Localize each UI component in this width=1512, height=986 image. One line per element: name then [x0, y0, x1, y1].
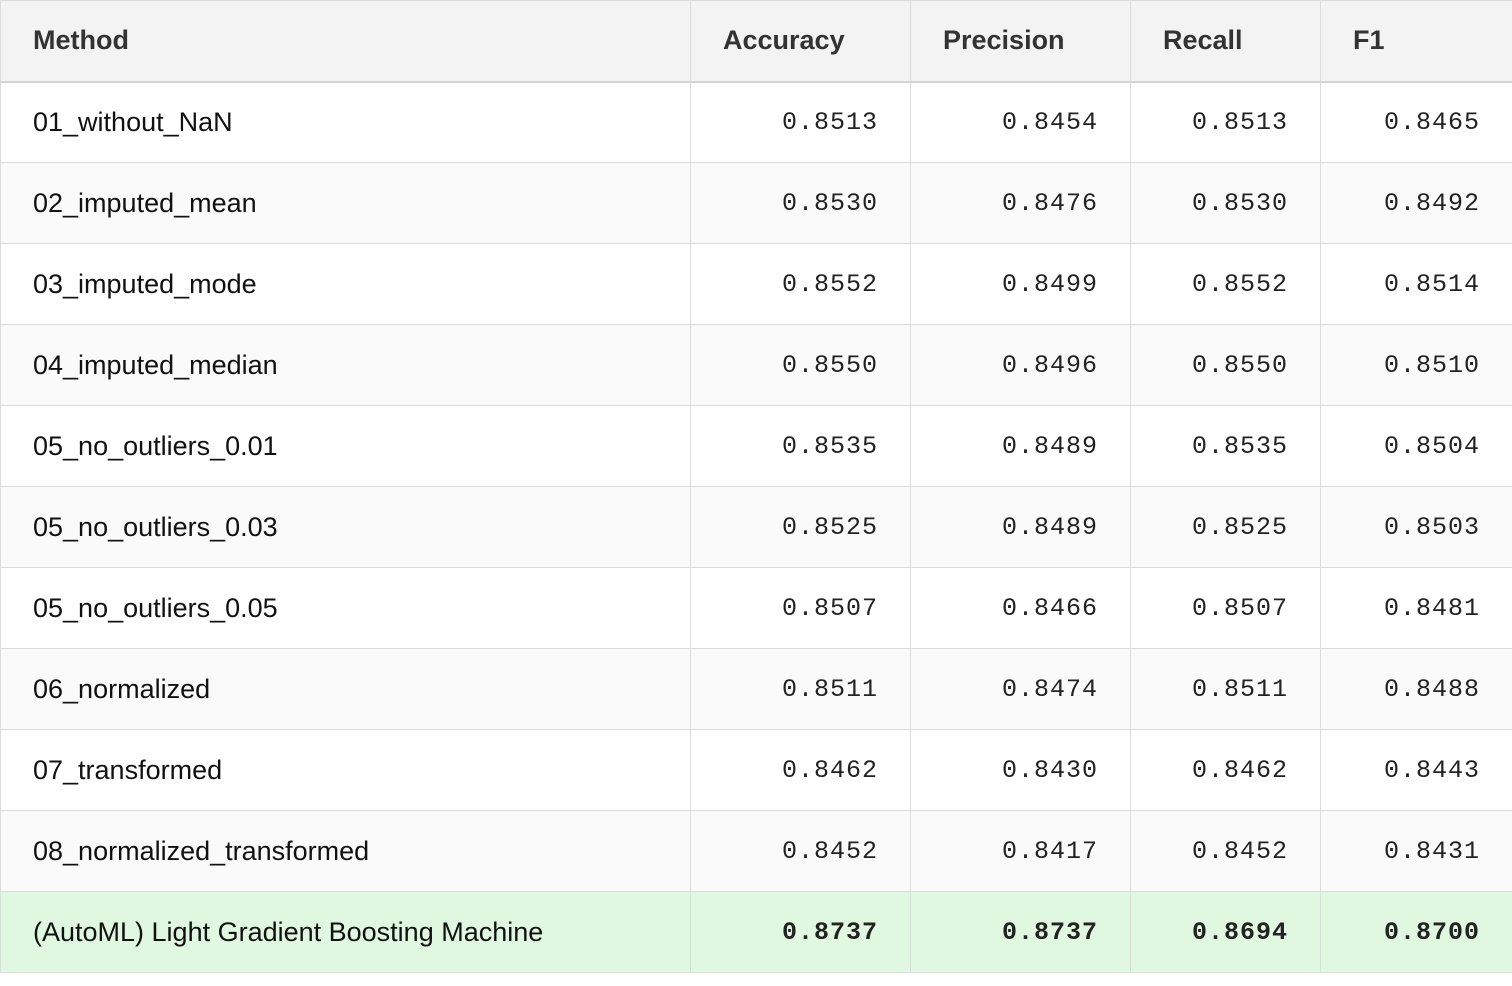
accuracy-cell: 0.8507: [690, 567, 911, 649]
precision-cell: 0.8496: [910, 324, 1131, 406]
accuracy-cell: 0.8525: [690, 486, 911, 568]
recall-cell: 0.8535: [1130, 405, 1321, 487]
method-cell: 05_no_outliers_0.05: [0, 567, 691, 649]
recall-cell: 0.8530: [1130, 162, 1321, 244]
header-f1: F1: [1320, 0, 1512, 83]
method-cell: 05_no_outliers_0.03: [0, 486, 691, 568]
accuracy-cell: 0.8513: [690, 81, 911, 163]
f1-cell: 0.8488: [1320, 648, 1512, 730]
precision-cell: 0.8474: [910, 648, 1131, 730]
accuracy-cell: 0.8452: [690, 810, 911, 892]
accuracy-cell: 0.8462: [690, 729, 911, 811]
recall-cell: 0.8507: [1130, 567, 1321, 649]
table-row: 08_normalized_transformed 0.8452 0.8417 …: [0, 810, 1512, 892]
method-cell: 05_no_outliers_0.01: [0, 405, 691, 487]
f1-cell: 0.8503: [1320, 486, 1512, 568]
precision-cell: 0.8476: [910, 162, 1131, 244]
header-row: Method Accuracy Precision Recall F1: [0, 0, 1512, 83]
table-body: 01_without_NaN 0.8513 0.8454 0.8513 0.84…: [0, 81, 1512, 973]
precision-cell: 0.8417: [910, 810, 1131, 892]
best-result-row: (AutoML) Light Gradient Boosting Machine…: [0, 891, 1512, 973]
precision-cell: 0.8430: [910, 729, 1131, 811]
recall-cell: 0.8525: [1130, 486, 1321, 568]
table-row: 05_no_outliers_0.05 0.8507 0.8466 0.8507…: [0, 567, 1512, 649]
table-row: 02_imputed_mean 0.8530 0.8476 0.8530 0.8…: [0, 162, 1512, 244]
accuracy-cell: 0.8550: [690, 324, 911, 406]
f1-cell: 0.8504: [1320, 405, 1512, 487]
method-cell: 02_imputed_mean: [0, 162, 691, 244]
method-cell: (AutoML) Light Gradient Boosting Machine: [0, 891, 691, 973]
precision-cell: 0.8489: [910, 486, 1131, 568]
precision-cell: 0.8489: [910, 405, 1131, 487]
accuracy-cell: 0.8511: [690, 648, 911, 730]
method-cell: 07_transformed: [0, 729, 691, 811]
method-cell: 08_normalized_transformed: [0, 810, 691, 892]
f1-cell: 0.8514: [1320, 243, 1512, 325]
accuracy-cell: 0.8530: [690, 162, 911, 244]
table-header: Method Accuracy Precision Recall F1: [0, 0, 1512, 83]
method-cell: 03_imputed_mode: [0, 243, 691, 325]
recall-cell: 0.8462: [1130, 729, 1321, 811]
precision-cell: 0.8737: [910, 891, 1131, 973]
table-row: 01_without_NaN 0.8513 0.8454 0.8513 0.84…: [0, 81, 1512, 163]
recall-cell: 0.8511: [1130, 648, 1321, 730]
recall-cell: 0.8550: [1130, 324, 1321, 406]
precision-cell: 0.8499: [910, 243, 1131, 325]
header-accuracy: Accuracy: [690, 0, 911, 83]
table-row: 07_transformed 0.8462 0.8430 0.8462 0.84…: [0, 729, 1512, 811]
header-precision: Precision: [910, 0, 1131, 83]
table-row: 05_no_outliers_0.03 0.8525 0.8489 0.8525…: [0, 486, 1512, 568]
accuracy-cell: 0.8737: [690, 891, 911, 973]
table-row: 03_imputed_mode 0.8552 0.8499 0.8552 0.8…: [0, 243, 1512, 325]
table-row: 04_imputed_median 0.8550 0.8496 0.8550 0…: [0, 324, 1512, 406]
f1-cell: 0.8465: [1320, 81, 1512, 163]
header-method: Method: [0, 0, 691, 83]
f1-cell: 0.8700: [1320, 891, 1512, 973]
recall-cell: 0.8552: [1130, 243, 1321, 325]
recall-cell: 0.8694: [1130, 891, 1321, 973]
table-row: 05_no_outliers_0.01 0.8535 0.8489 0.8535…: [0, 405, 1512, 487]
method-cell: 04_imputed_median: [0, 324, 691, 406]
accuracy-cell: 0.8552: [690, 243, 911, 325]
precision-cell: 0.8466: [910, 567, 1131, 649]
f1-cell: 0.8510: [1320, 324, 1512, 406]
f1-cell: 0.8492: [1320, 162, 1512, 244]
header-recall: Recall: [1130, 0, 1321, 83]
table-row: 06_normalized 0.8511 0.8474 0.8511 0.848…: [0, 648, 1512, 730]
recall-cell: 0.8513: [1130, 81, 1321, 163]
method-cell: 01_without_NaN: [0, 81, 691, 163]
f1-cell: 0.8431: [1320, 810, 1512, 892]
recall-cell: 0.8452: [1130, 810, 1321, 892]
method-cell: 06_normalized: [0, 648, 691, 730]
f1-cell: 0.8481: [1320, 567, 1512, 649]
accuracy-cell: 0.8535: [690, 405, 911, 487]
precision-cell: 0.8454: [910, 81, 1131, 163]
f1-cell: 0.8443: [1320, 729, 1512, 811]
